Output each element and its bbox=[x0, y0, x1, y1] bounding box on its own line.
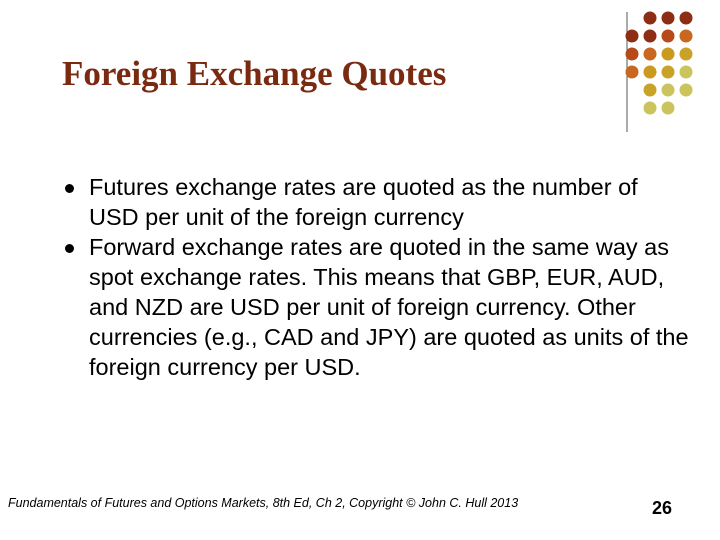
bullet: Forward exchange rates are quoted in the… bbox=[62, 232, 692, 382]
page-number: 26 bbox=[652, 498, 673, 518]
bullet: Futures exchange rates are quoted as the… bbox=[62, 172, 692, 232]
decoration bbox=[625, 11, 693, 132]
slide-title: Foreign Exchange Quotes bbox=[62, 54, 447, 93]
dot-grid bbox=[625, 11, 693, 115]
footer: Fundamentals of Futures and Options Mark… bbox=[8, 496, 519, 510]
bullet-list: Futures exchange rates are quoted as the… bbox=[62, 172, 692, 382]
